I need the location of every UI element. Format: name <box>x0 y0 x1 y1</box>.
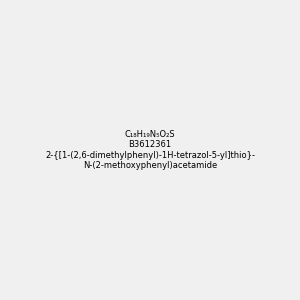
Text: C₁₈H₁₉N₅O₂S
B3612361
2-{[1-(2,6-dimethylphenyl)-1H-tetrazol-5-yl]thio}-
N-(2-met: C₁₈H₁₉N₅O₂S B3612361 2-{[1-(2,6-dimethyl… <box>45 130 255 170</box>
